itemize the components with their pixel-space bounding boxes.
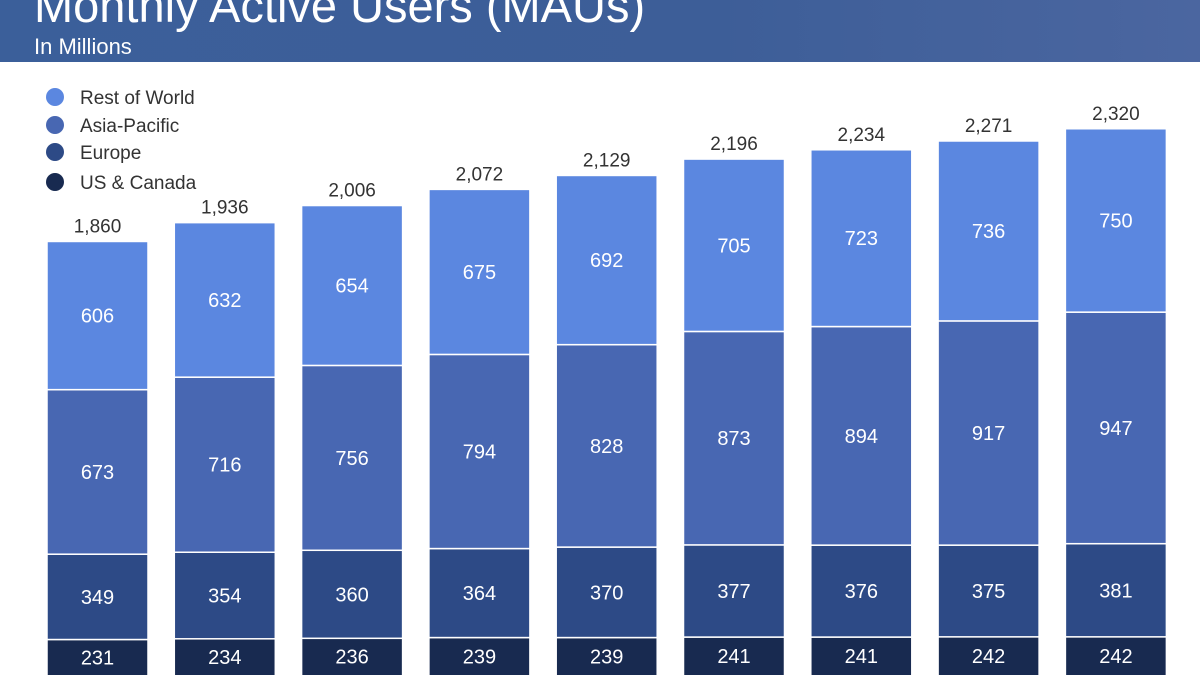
data-label-rest-of-world: 606 — [81, 306, 114, 328]
data-label-rest-of-world: 654 — [335, 275, 368, 297]
bar-segment-europe — [682, 544, 786, 638]
data-label-rest-of-world: 750 — [1099, 210, 1132, 232]
bar-segment-rest-of-world — [555, 174, 658, 346]
data-label-asia-pacific: 716 — [208, 455, 241, 477]
total-label: 2,129 — [583, 150, 631, 171]
data-label-rest-of-world: 723 — [845, 228, 878, 250]
bar-segment-rest-of-world — [173, 221, 277, 378]
data-label-europe: 354 — [208, 586, 241, 608]
data-label-europe: 376 — [845, 581, 878, 603]
total-label: 2,320 — [1092, 104, 1140, 125]
data-label-rest-of-world: 692 — [590, 250, 623, 272]
bar-segment-rest-of-world — [300, 204, 404, 367]
bar-segment-asia-pacific — [428, 353, 531, 550]
bar-segment-europe — [173, 551, 277, 640]
legend-label-asia-pacific: Asia-Pacific — [80, 116, 179, 137]
total-label: 2,271 — [965, 116, 1013, 137]
bar-segment-rest-of-world — [46, 240, 149, 391]
data-label-us-canada: 242 — [972, 646, 1005, 668]
total-label: 2,006 — [328, 181, 376, 202]
bar-segment-europe — [810, 544, 913, 638]
legend-marker-asia-pacific — [46, 116, 64, 134]
bar-segment-asia-pacific — [1064, 311, 1168, 545]
legend-label-rest-of-world: Rest of World — [80, 88, 195, 109]
bar-segment-us-canada — [555, 636, 658, 675]
page-subtitle: In Millions — [34, 34, 132, 59]
legend-label-us-canada: US & Canada — [80, 173, 197, 194]
data-label-us-canada: 241 — [717, 646, 750, 668]
data-label-asia-pacific: 894 — [845, 426, 878, 448]
data-label-asia-pacific: 673 — [81, 462, 114, 484]
bar-segment-europe — [300, 549, 404, 640]
total-label: 2,072 — [456, 164, 504, 185]
legend-marker-europe — [46, 143, 64, 161]
bar-segment-rest-of-world — [682, 158, 786, 333]
data-label-us-canada: 239 — [463, 646, 496, 668]
data-label-us-canada: 242 — [1099, 646, 1132, 668]
data-label-asia-pacific: 947 — [1099, 418, 1132, 440]
data-label-us-canada: 236 — [335, 647, 368, 669]
bar-segment-rest-of-world — [810, 149, 913, 328]
data-label-asia-pacific: 873 — [717, 428, 750, 450]
legend-marker-us-canada — [46, 173, 64, 191]
bar-segment-asia-pacific — [46, 388, 149, 555]
bar-segment-us-canada — [1064, 636, 1168, 675]
bar-segment-rest-of-world — [1064, 128, 1168, 313]
data-label-rest-of-world: 705 — [717, 235, 750, 257]
legend-label-europe: Europe — [80, 143, 141, 164]
bar-segment-rest-of-world — [428, 188, 531, 356]
total-label: 2,234 — [838, 125, 886, 146]
data-label-asia-pacific: 917 — [972, 423, 1005, 445]
data-label-rest-of-world: 632 — [208, 290, 241, 312]
data-label-europe: 370 — [590, 582, 623, 604]
header-banner: Monthly Active Users (MAUs) In Millions — [0, 0, 1200, 62]
bar-segment-asia-pacific — [300, 364, 404, 552]
data-label-us-canada: 231 — [81, 647, 114, 669]
data-label-europe: 360 — [335, 584, 368, 606]
data-label-europe: 375 — [972, 581, 1005, 603]
bar-segment-us-canada — [937, 636, 1040, 675]
data-label-rest-of-world: 675 — [463, 262, 496, 284]
bar-segment-europe — [937, 544, 1040, 638]
bar-segment-us-canada — [682, 636, 786, 675]
total-label: 1,860 — [74, 216, 122, 237]
data-label-europe: 364 — [463, 583, 496, 605]
data-label-asia-pacific: 794 — [463, 442, 496, 464]
bar-segment-us-canada — [810, 636, 913, 675]
bar-segment-europe — [1064, 542, 1168, 638]
bar-segment-rest-of-world — [937, 140, 1040, 322]
data-label-europe: 377 — [717, 581, 750, 603]
bar-segment-asia-pacific — [937, 320, 1040, 546]
data-label-rest-of-world: 736 — [972, 221, 1005, 243]
data-label-europe: 349 — [81, 587, 114, 609]
bar-segment-europe — [555, 546, 658, 639]
bar-segment-europe — [46, 553, 149, 641]
data-label-asia-pacific: 756 — [335, 448, 368, 470]
page-title: Monthly Active Users (MAUs) — [34, 0, 646, 32]
bar-segment-us-canada — [173, 638, 277, 675]
bar-segment-asia-pacific — [173, 376, 277, 553]
legend-marker-rest-of-world — [46, 88, 64, 106]
bar-segment-asia-pacific — [682, 330, 786, 546]
total-label: 1,936 — [201, 198, 249, 219]
total-label: 2,196 — [710, 134, 758, 155]
data-label-asia-pacific: 828 — [590, 436, 623, 458]
bar-segment-asia-pacific — [555, 343, 658, 548]
data-label-us-canada: 239 — [590, 646, 623, 668]
data-label-europe: 381 — [1099, 580, 1132, 602]
data-label-us-canada: 234 — [208, 647, 241, 669]
data-label-us-canada: 241 — [845, 646, 878, 668]
bar-segment-europe — [428, 547, 531, 639]
